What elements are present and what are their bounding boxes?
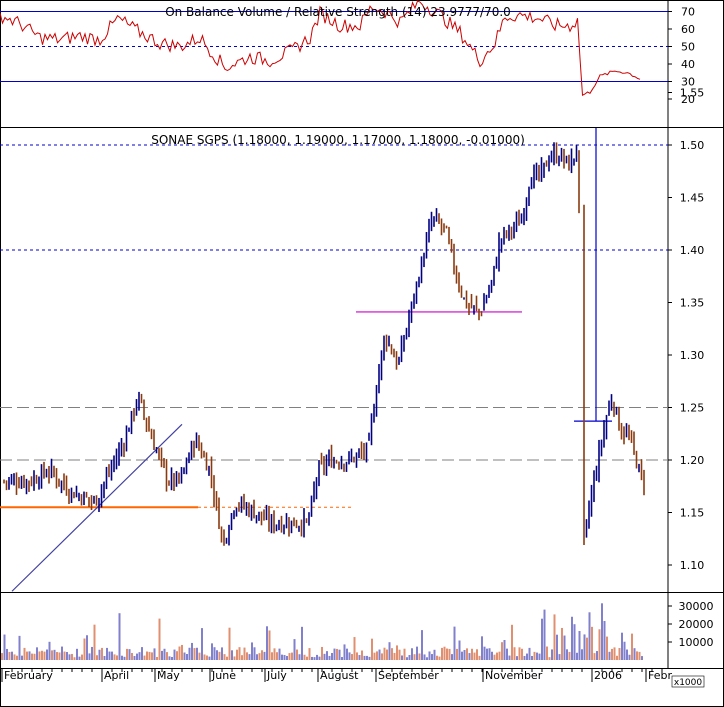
price-tick-label: 1.10 (680, 559, 705, 572)
x-tick-label: April (104, 669, 129, 682)
rsi-tick-label: 20 (681, 93, 695, 106)
volume-bars (1, 603, 643, 660)
rsi-tick-label: 50 (681, 41, 695, 54)
rsi-level-lines (0, 11, 668, 82)
volume-tick-label: 30000 (679, 600, 714, 613)
x-tick-label: June (211, 669, 236, 682)
price-tick-label: 1.55 (680, 87, 705, 100)
rsi-axis: 20 30 40 50 60 70 (668, 6, 695, 106)
price-panel-title: SONAE SGPS (1.18000, 1.19000, 1.17000, 1… (151, 133, 525, 147)
rsi-series (0, 0, 641, 96)
x-tick-label: September (378, 669, 439, 682)
rsi-tick-label: 30 (681, 76, 695, 89)
x-tick-label: February (4, 669, 53, 682)
x-tick-label: August (320, 669, 359, 682)
volume-axis: 10000 20000 30000 (668, 600, 714, 649)
volume-tick-label: 20000 (679, 618, 714, 631)
price-tick-label: 1.20 (680, 454, 705, 467)
price-axis: 1.10 1.15 1.20 1.25 1.30 1.35 1.40 1.45 1.50 1.55 (668, 87, 705, 572)
x-tick-label: July (266, 669, 287, 682)
x-tick-label: Febr (648, 669, 672, 682)
rsi-line (0, 0, 641, 96)
rsi-panel-title: On Balance Volume / Relative Strength (1… (165, 5, 511, 19)
volume-unit-box: x1000 (671, 675, 705, 688)
rsi-tick-label: 40 (681, 58, 695, 71)
price-tick-label: 1.15 (680, 507, 705, 520)
volume-tick-label: 10000 (679, 636, 714, 649)
volume-unit-label: x1000 (674, 678, 703, 688)
x-tick-label: 2006 (594, 669, 622, 682)
rsi-tick-label: 60 (681, 23, 695, 36)
trend-line (11, 423, 183, 592)
x-tick-label: November (485, 669, 543, 682)
price-tick-label: 1.50 (680, 139, 705, 152)
price-ohlc-bars (3, 142, 645, 546)
price-tick-label: 1.45 (680, 192, 705, 205)
price-level-lines (0, 144, 668, 461)
price-tick-label: 1.35 (680, 297, 705, 310)
price-tick-label: 1.30 (680, 349, 705, 362)
x-tick-label: May (157, 669, 180, 682)
price-tick-label: 1.25 (680, 402, 705, 415)
rsi-tick-label: 70 (681, 6, 695, 19)
time-axis: February April May June July August September N… (1, 668, 672, 682)
price-tick-label: 1.40 (680, 244, 705, 257)
